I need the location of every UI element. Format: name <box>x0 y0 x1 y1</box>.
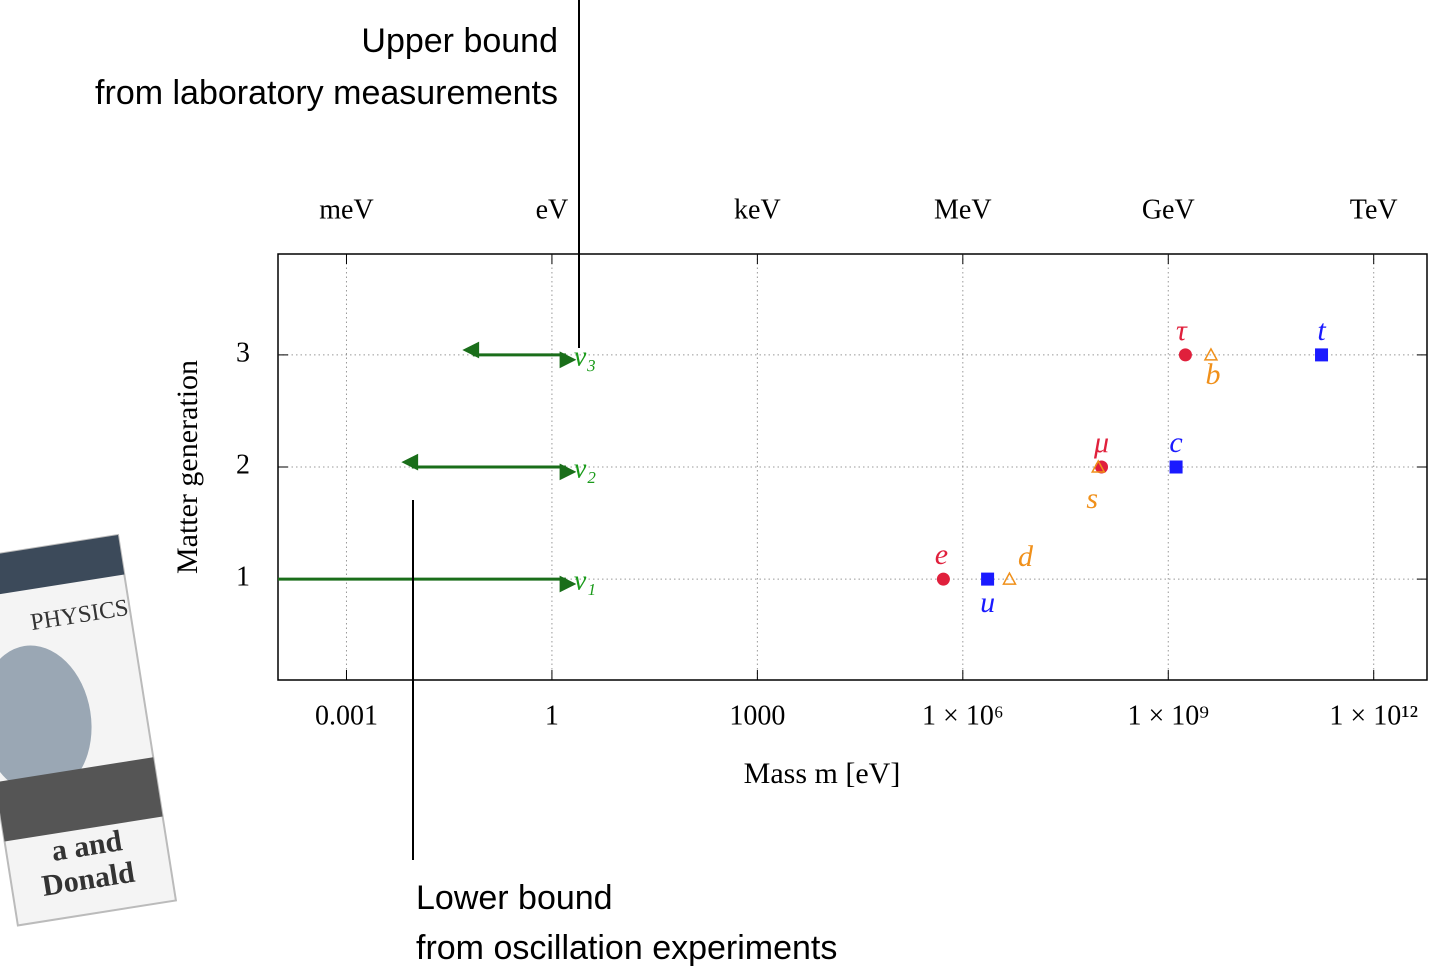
y-tick-label: 2 <box>236 449 250 480</box>
x2-tick-label: eV <box>536 194 569 225</box>
x-tick-label: 1 <box>545 700 559 731</box>
point-label: τ <box>1176 314 1188 347</box>
point <box>1002 571 1017 585</box>
y-axis-label: Matter generation <box>171 360 204 574</box>
x2-tick-label: meV <box>319 194 373 225</box>
point-label: μ <box>1093 426 1109 459</box>
x-axis-label: Mass m [eV] <box>744 757 901 790</box>
plot: 0.001 1 1000 1 × 10⁶ 1 × 10⁹ 1 × 10¹² meV eV keV… <box>236 194 1427 731</box>
point-label: s <box>1086 482 1098 515</box>
neutrino-label: ν₁ <box>574 566 596 597</box>
book: PHYSICS a and Donald <box>0 533 178 927</box>
annotation: from laboratory measurements <box>95 74 558 112</box>
x2-tick-label: TeV <box>1350 194 1398 225</box>
point-label: d <box>1018 540 1034 573</box>
annotation: from oscillation experiments <box>416 929 837 967</box>
x-tick-label: 1000 <box>729 700 785 731</box>
annotation: Lower bound <box>416 879 613 917</box>
book-shade <box>0 757 163 842</box>
point <box>981 572 995 586</box>
point-label: t <box>1317 314 1326 347</box>
point-label: e <box>935 538 948 571</box>
point-label: b <box>1205 358 1220 391</box>
point <box>936 572 950 586</box>
y-tick-label: 3 <box>236 337 250 368</box>
point-label: u <box>980 586 995 619</box>
x-tick-label: 1 × 10⁶ <box>922 700 1004 731</box>
x2-tick-label: MeV <box>934 194 992 225</box>
point <box>1169 460 1183 474</box>
x2-tick-label: GeV <box>1142 194 1195 225</box>
x2-tick-label: keV <box>734 194 781 225</box>
neutrino-label: ν₃ <box>574 341 596 372</box>
neutrino-label: ν₂ <box>574 453 596 484</box>
annotation: Upper bound <box>361 22 558 60</box>
point-label: c <box>1169 426 1182 459</box>
y-tick-label: 1 <box>236 562 250 593</box>
book-band <box>0 534 125 600</box>
x-tick-label: 0.001 <box>315 700 378 731</box>
book-portrait <box>0 645 92 795</box>
x-tick-label: 1 × 10⁹ <box>1127 700 1209 731</box>
point <box>1315 348 1329 362</box>
point <box>1090 459 1106 473</box>
point <box>1203 347 1219 361</box>
x-tick-label: 1 × 10¹² <box>1329 700 1418 731</box>
point <box>1178 348 1192 362</box>
